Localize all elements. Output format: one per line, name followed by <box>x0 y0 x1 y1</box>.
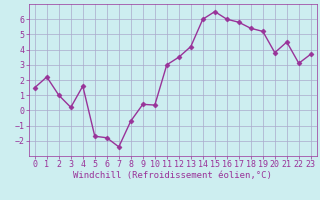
X-axis label: Windchill (Refroidissement éolien,°C): Windchill (Refroidissement éolien,°C) <box>73 171 272 180</box>
